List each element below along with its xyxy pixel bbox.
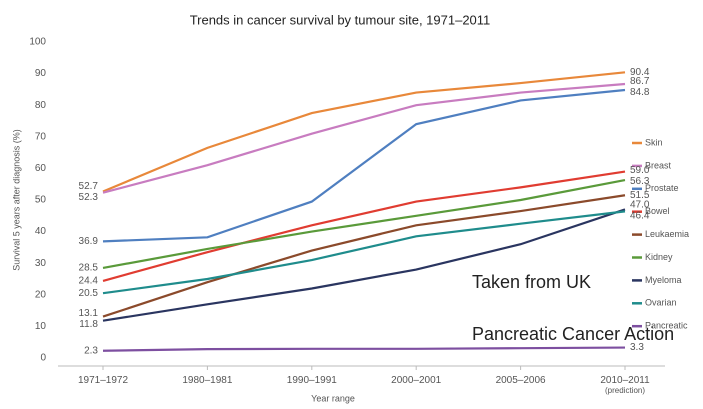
data-label: 2.3 — [84, 345, 98, 356]
data-label: 11.8 — [79, 319, 98, 330]
data-label: 28.5 — [79, 263, 99, 274]
series-line — [102, 346, 626, 352]
y-tick-label: 80 — [35, 100, 47, 111]
series-line — [102, 179, 626, 270]
data-label: 47.0 — [630, 200, 650, 211]
series-line — [102, 71, 626, 193]
data-label: 20.5 — [79, 288, 99, 299]
legend-label: Breast — [645, 160, 672, 170]
data-label: 86.7 — [630, 76, 650, 87]
y-tick-label: 10 — [35, 321, 47, 332]
series-line — [102, 208, 626, 322]
data-label: 36.9 — [79, 236, 99, 247]
legend-label: Leukaemia — [645, 229, 689, 239]
data-label: 3.3 — [630, 342, 644, 353]
y-tick-label: 100 — [29, 37, 46, 48]
data-label: 52.7 — [79, 181, 99, 192]
data-label: 59.0 — [630, 165, 650, 176]
data-label: 84.8 — [630, 87, 650, 98]
y-axis-label: Survival 5 years after diagnosis (%) — [11, 129, 21, 271]
y-tick-label: 0 — [40, 353, 46, 364]
legend-label: Myeloma — [645, 275, 682, 285]
x-tick-label: 1990–1991 — [287, 375, 337, 386]
series-line — [102, 210, 626, 295]
data-label: 51.5 — [630, 190, 650, 201]
y-tick-label: 70 — [35, 131, 47, 142]
legend-label: Bowel — [645, 206, 670, 216]
y-tick-label: 20 — [35, 289, 47, 300]
series-line — [102, 170, 626, 282]
legend-label: Pancreatic — [645, 321, 688, 331]
x-axis-label: Year range — [311, 393, 355, 403]
series-line — [102, 88, 626, 243]
x-tick-label: 2000–2001 — [391, 375, 441, 386]
data-label: 13.1 — [79, 308, 99, 319]
annotation: Pancreatic Cancer Action — [472, 324, 674, 344]
y-tick-label: 40 — [35, 226, 47, 237]
x-tick-label: 1980–1981 — [182, 375, 232, 386]
y-tick-label: 60 — [35, 163, 47, 174]
series-line — [102, 82, 626, 194]
legend-label: Skin — [645, 137, 663, 147]
annotation: Taken from UK — [472, 272, 591, 292]
y-tick-label: 30 — [35, 258, 47, 269]
series-line — [102, 194, 626, 318]
x-tick-label: 1971–1972 — [78, 375, 128, 386]
data-label: 52.3 — [79, 192, 99, 203]
chart-title: Trends in cancer survival by tumour site… — [190, 12, 491, 27]
data-label: 90.4 — [630, 67, 650, 78]
data-label: 56.3 — [630, 176, 650, 187]
legend-label: Ovarian — [645, 298, 677, 308]
x-tick-label: 2005–2006 — [496, 375, 546, 386]
y-tick-label: 50 — [35, 195, 47, 206]
data-label: 46.4 — [630, 211, 650, 222]
x-tick-label: 2010–2011 (prediction) — [600, 375, 650, 395]
legend-label: Prostate — [645, 183, 679, 193]
y-tick-label: 90 — [35, 68, 47, 79]
legend-label: Kidney — [645, 252, 673, 262]
data-label: 24.4 — [79, 276, 99, 287]
